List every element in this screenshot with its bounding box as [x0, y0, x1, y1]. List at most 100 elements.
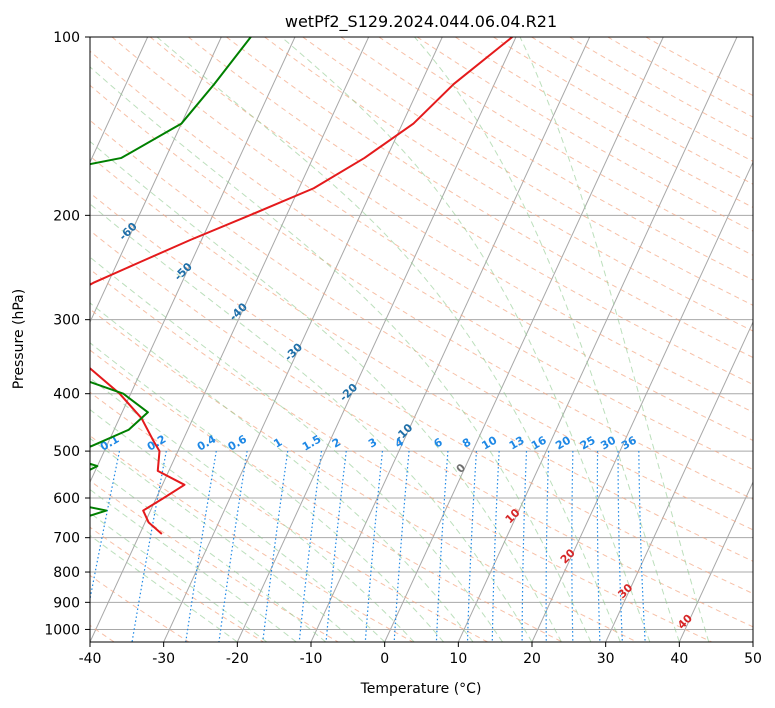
dry-adiabat-line: [607, 37, 753, 118]
mixing-ratio-line: [521, 451, 528, 642]
x-tick-label: 0: [380, 651, 389, 667]
x-tick-label: 50: [744, 651, 762, 667]
mixing-ratio-label: 13: [507, 434, 527, 453]
mixing-ratio-line: [466, 451, 478, 642]
isotherm-line: [384, 37, 664, 642]
dry-adiabat-line: [302, 37, 753, 306]
isotherm-label: -20: [337, 381, 360, 404]
mixing-ratio-line: [218, 451, 248, 642]
isotherm-line: [90, 37, 149, 164]
mixing-ratio-line: [364, 451, 384, 642]
mixing-ratio-label: 6: [432, 435, 445, 450]
dry-adiabat-line: [493, 37, 753, 185]
dry-adiabat-line: [264, 37, 753, 332]
moist-adiabat-line: [90, 140, 562, 642]
series-lines: [90, 37, 513, 535]
moist-adiabat-line: [90, 256, 503, 642]
moist-adiabat-line: [90, 302, 474, 642]
moist-adiabat-line: [90, 488, 297, 642]
mixing-ratio-label: 3: [366, 436, 379, 451]
mixing-ratio-line: [90, 450, 121, 603]
mixing-ratio-line: [571, 451, 574, 642]
moist-adiabat-line: [90, 534, 238, 642]
x-tick-label: 20: [523, 651, 541, 667]
isotherm-line: [163, 37, 443, 642]
mixing-ratio-label: 0.2: [145, 433, 168, 454]
x-tick-label: 10: [449, 651, 467, 667]
dry-adiabat-line: [90, 192, 753, 595]
y-tick-label: 800: [53, 565, 80, 581]
mixing-ratio-label: 1.5: [300, 433, 323, 454]
mixing-ratio-label: 8: [460, 436, 473, 451]
dry-adiabat-line: [90, 268, 712, 642]
mixing-ratio-label: 10: [480, 433, 500, 452]
dry-adiabat-line: [90, 391, 488, 642]
isotherm-line: [531, 160, 753, 642]
background-lines: [90, 37, 753, 642]
x-tick-label: -40: [79, 651, 102, 667]
isotherm-line: [90, 37, 370, 642]
dry-adiabat-line: [569, 37, 753, 140]
dry-adiabat-line: [90, 480, 339, 642]
isotherm-line: [605, 320, 753, 642]
y-tick-label: 500: [53, 444, 80, 460]
mixing-ratio-label: 30: [598, 433, 618, 452]
y-tick-label: 100: [53, 30, 80, 46]
x-axis-label: Temperature (°C): [360, 681, 482, 697]
isotherm-label: -80: [6, 139, 29, 162]
mixing-ratio-line: [491, 451, 500, 642]
y-tick-label: 400: [53, 387, 80, 403]
x-tick-label: -30: [152, 651, 175, 667]
moist-adiabat-line: [156, 37, 621, 642]
mixing-ratio-line: [262, 451, 289, 642]
dry-adiabat-line: [149, 37, 753, 413]
dry-adiabat-line: [90, 155, 753, 562]
mixing-ratio-label: 0.6: [226, 432, 250, 453]
isotherm-label: -60: [117, 220, 140, 243]
isotherm-label: -50: [172, 260, 195, 283]
mixing-ratio-label: 36: [619, 433, 639, 452]
mixing-ratio-label: 0.4: [195, 432, 219, 453]
moist-adiabat-line: [90, 66, 592, 642]
mixing-ratio-line: [435, 451, 449, 642]
dry-adiabat-line: [90, 229, 753, 628]
mixing-ratio-label: 20: [553, 433, 573, 452]
y-tick-label: 200: [53, 208, 80, 224]
y-tick-label: 900: [53, 595, 80, 611]
mixing-ratio-line: [325, 451, 347, 642]
isotherm-line: [236, 37, 517, 642]
y-axis-label: Pressure (hPa): [11, 289, 27, 389]
moist-adiabat-line: [519, 37, 710, 642]
mixing-ratio-label: 0.1: [98, 433, 121, 454]
mixing-ratio-line: [298, 451, 323, 642]
isotherm-label: -70: [61, 179, 84, 202]
dry-adiabat-line: [90, 308, 638, 642]
mixing-ratio-line: [185, 451, 217, 642]
mixing-ratio-label: 25: [578, 434, 598, 453]
mixing-ratio-line: [617, 451, 623, 642]
isotherm-line: [90, 37, 296, 484]
y-tick-label: 600: [53, 491, 80, 507]
isotherm-label: -30: [282, 340, 305, 363]
mixing-ratio-label: 16: [529, 433, 549, 452]
dry-adiabat-line: [378, 37, 753, 256]
moist-adiabat-line: [281, 37, 651, 642]
mixing-ratio-line: [638, 451, 646, 642]
dry-adiabat-line: [111, 37, 753, 442]
isotherm-line: [90, 37, 222, 324]
moist-adiabat-line: [90, 464, 327, 642]
mixing-ratio-label: 2: [330, 436, 343, 451]
isotherm-line: [678, 480, 753, 642]
dry-adiabat-line: [188, 37, 753, 386]
mixing-ratio-line: [545, 451, 550, 642]
mixing-ratio-line: [596, 451, 601, 642]
moist-adiabat-line: [90, 409, 386, 642]
x-tick-label: 40: [670, 651, 688, 667]
y-tick-label: 300: [53, 313, 80, 329]
isotherm-label: 0: [454, 461, 469, 476]
dry-adiabat-line: [226, 37, 753, 359]
plot-frame: [89, 36, 754, 643]
mixing-ratio-line: [393, 451, 410, 642]
